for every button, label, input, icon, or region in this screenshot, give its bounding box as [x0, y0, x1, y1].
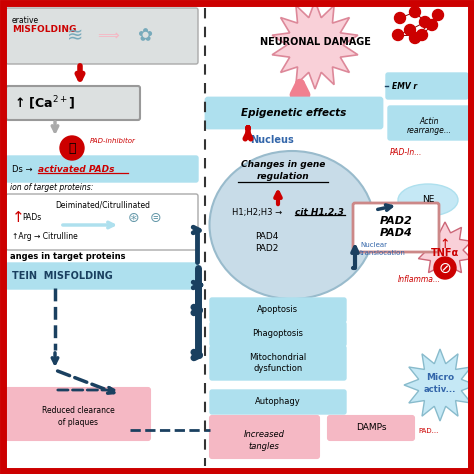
Text: erative: erative — [12, 16, 39, 25]
Text: ion of target proteins:: ion of target proteins: — [10, 183, 93, 192]
Text: Deiminated/Citrullinated: Deiminated/Citrullinated — [55, 200, 150, 209]
FancyBboxPatch shape — [388, 106, 470, 140]
Text: ↑Arg → Citrulline: ↑Arg → Citrulline — [12, 232, 78, 241]
Text: PAD-In...: PAD-In... — [390, 148, 422, 157]
FancyBboxPatch shape — [210, 322, 346, 346]
FancyBboxPatch shape — [210, 416, 319, 458]
Text: tangles: tangles — [248, 442, 280, 451]
Text: ⊘: ⊘ — [438, 261, 451, 275]
FancyBboxPatch shape — [6, 388, 150, 440]
Circle shape — [432, 9, 444, 20]
Text: rearrange...: rearrange... — [407, 126, 452, 135]
Text: Inflamma...: Inflamma... — [398, 275, 441, 284]
Circle shape — [404, 25, 416, 36]
Text: Micro: Micro — [426, 374, 454, 383]
Text: PAD4: PAD4 — [380, 228, 412, 238]
Circle shape — [434, 257, 456, 279]
FancyBboxPatch shape — [6, 86, 140, 120]
Text: ⟹: ⟹ — [97, 28, 119, 44]
Text: PAD4: PAD4 — [255, 232, 278, 241]
Text: Reduced clearance: Reduced clearance — [42, 406, 114, 415]
FancyBboxPatch shape — [210, 346, 346, 380]
Text: TNFα: TNFα — [431, 248, 459, 258]
Text: ≋: ≋ — [67, 27, 83, 46]
Text: Mitochondrial
dysfunction: Mitochondrial dysfunction — [249, 353, 307, 373]
FancyBboxPatch shape — [210, 298, 346, 322]
FancyBboxPatch shape — [6, 263, 198, 289]
Circle shape — [410, 33, 420, 44]
Text: NEURONAL DAMAGE: NEURONAL DAMAGE — [260, 37, 371, 47]
FancyBboxPatch shape — [6, 194, 198, 250]
Text: PADs: PADs — [22, 212, 41, 221]
FancyBboxPatch shape — [328, 416, 414, 440]
Polygon shape — [272, 1, 358, 89]
Ellipse shape — [398, 184, 458, 216]
Text: Actin: Actin — [419, 117, 439, 126]
Text: ✿: ✿ — [137, 27, 153, 45]
Text: translocation: translocation — [360, 250, 406, 256]
Text: of plaques: of plaques — [58, 418, 98, 427]
Circle shape — [419, 17, 430, 27]
Circle shape — [392, 29, 403, 40]
Text: DAMPs: DAMPs — [356, 423, 386, 432]
FancyBboxPatch shape — [6, 8, 198, 64]
FancyBboxPatch shape — [206, 98, 382, 128]
Text: Ds →: Ds → — [12, 164, 33, 173]
Text: regulation: regulation — [257, 172, 310, 181]
Text: PAD2: PAD2 — [255, 244, 278, 253]
Circle shape — [427, 19, 438, 30]
Text: anges in target proteins: anges in target proteins — [10, 252, 126, 261]
Text: cit H1,2,3: cit H1,2,3 — [295, 209, 344, 218]
Text: Apoptosis: Apoptosis — [257, 306, 299, 315]
Text: Increased: Increased — [244, 430, 284, 439]
Text: ⊜: ⊜ — [150, 211, 162, 225]
Text: Epigenetic effects: Epigenetic effects — [241, 108, 346, 118]
Text: ↑: ↑ — [12, 210, 25, 225]
Text: activated PADs: activated PADs — [38, 164, 115, 173]
Text: 🚫: 🚫 — [68, 142, 76, 155]
Text: ↑ [Ca$^{2+}$]: ↑ [Ca$^{2+}$] — [14, 94, 76, 112]
Text: NE: NE — [422, 195, 434, 204]
Circle shape — [394, 12, 405, 24]
Text: Changes in gene: Changes in gene — [241, 160, 325, 169]
Text: Nuclear: Nuclear — [360, 242, 387, 248]
Text: PAD2: PAD2 — [380, 216, 412, 226]
Text: Nucleus: Nucleus — [250, 135, 294, 145]
Circle shape — [60, 136, 84, 160]
Ellipse shape — [210, 151, 374, 299]
Polygon shape — [404, 349, 474, 421]
Text: MISFOLDING: MISFOLDING — [12, 25, 76, 34]
Text: PAD-inhibitor: PAD-inhibitor — [90, 138, 136, 144]
FancyBboxPatch shape — [210, 390, 346, 414]
Circle shape — [417, 29, 428, 40]
Circle shape — [410, 7, 420, 18]
FancyBboxPatch shape — [353, 203, 439, 252]
Text: EMV r: EMV r — [392, 82, 417, 91]
Text: ⊛: ⊛ — [128, 211, 140, 225]
Polygon shape — [419, 222, 472, 278]
FancyBboxPatch shape — [386, 73, 468, 99]
Text: H1;H2;H3 →: H1;H2;H3 → — [232, 209, 282, 218]
FancyBboxPatch shape — [6, 156, 198, 182]
Text: activ...: activ... — [424, 384, 456, 393]
Text: PAD...: PAD... — [418, 428, 438, 434]
Text: TEIN  MISFOLDING: TEIN MISFOLDING — [12, 271, 113, 281]
Text: Phagoptosis: Phagoptosis — [253, 329, 303, 338]
Text: ↑: ↑ — [440, 237, 450, 250]
Text: Autophagy: Autophagy — [255, 398, 301, 407]
